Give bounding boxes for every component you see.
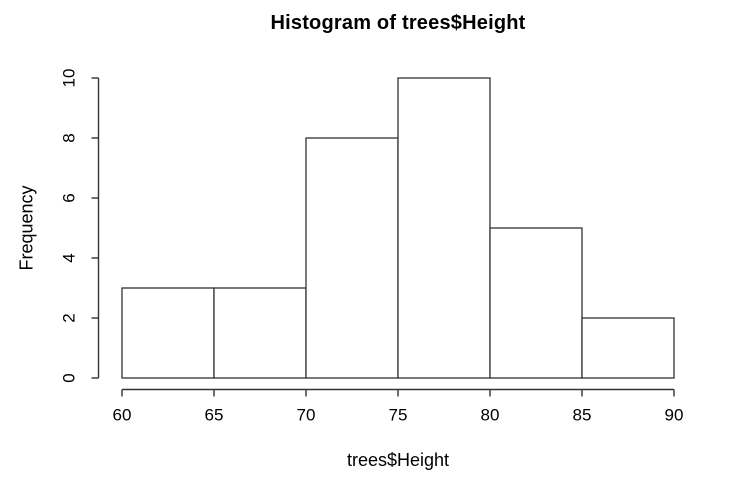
- y-tick-label: 6: [60, 193, 79, 202]
- chart-title: Histogram of trees$Height: [270, 12, 526, 34]
- x-axis-label: trees$Height: [346, 450, 450, 470]
- x-tick-label: 65: [205, 406, 224, 425]
- y-axis-label: Frequency: [16, 185, 37, 271]
- histogram-bar: [213, 287, 307, 379]
- x-tick-label: 60: [113, 406, 132, 425]
- x-tick-label: 75: [389, 406, 408, 425]
- y-tick-label: 2: [60, 313, 79, 322]
- y-tick-label: 8: [60, 133, 79, 142]
- x-tick-label: 80: [481, 406, 500, 425]
- x-tick-label: 90: [665, 406, 684, 425]
- histogram-bar: [305, 137, 399, 379]
- histogram-bar: [397, 77, 491, 379]
- histogram-bar: [489, 227, 583, 379]
- x-tick-label: 85: [573, 406, 592, 425]
- x-tick-label: 70: [297, 406, 316, 425]
- histogram-bar: [121, 287, 215, 379]
- histogram-bar: [581, 317, 675, 379]
- y-tick-label: 10: [60, 69, 79, 88]
- y-tick-label: 4: [60, 253, 79, 262]
- y-tick-label: 0: [60, 373, 79, 382]
